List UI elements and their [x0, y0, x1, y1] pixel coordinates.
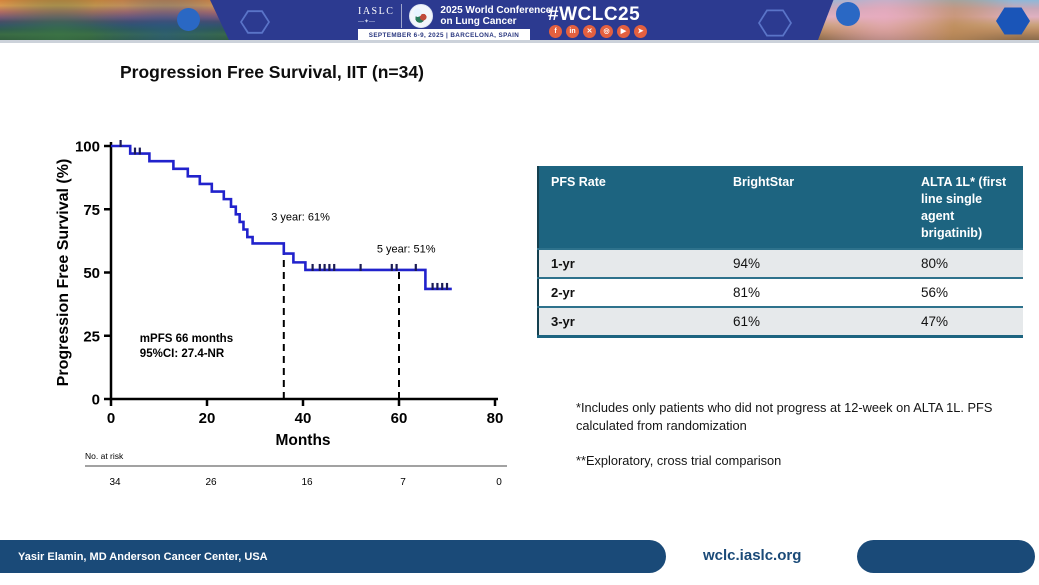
svg-text:mPFS 66 months: mPFS 66 months [140, 333, 233, 345]
brightstar-1yr-value: 94% [721, 247, 909, 278]
svg-text:34: 34 [109, 477, 121, 488]
col-header-brightstar: BrightStar [721, 166, 909, 249]
footnotes: *Includes only patients who did not prog… [576, 399, 1024, 470]
x-icon[interactable]: ✕ [583, 25, 596, 38]
svg-text:80: 80 [487, 410, 504, 427]
conference-date-location: SEPTEMBER 6-9, 2025 | BARCELONA, SPAIN [358, 29, 530, 41]
row-label-2yr: 2-yr [538, 276, 721, 307]
decor-hexagon-outline-left [240, 10, 270, 34]
svg-text:Progression Free Survival (%): Progression Free Survival (%) [55, 159, 72, 387]
page-title: Progression Free Survival, IIT (n=34) [120, 62, 424, 82]
decor-circle-left [177, 8, 200, 31]
barcelona-skyline-photo-left [0, 0, 229, 40]
svg-text:50: 50 [83, 265, 100, 282]
col-header-alta: ALTA 1L* (first line single agent brigat… [909, 166, 1023, 249]
table-row: 1-yr 94% 80% [538, 247, 1023, 278]
svg-text:5 year: 51%: 5 year: 51% [377, 243, 436, 255]
footer-credit-bar: Yasir Elamin, MD Anderson Cancer Center,… [0, 540, 666, 573]
svg-text:No. at risk: No. at risk [85, 451, 124, 461]
svg-text:26: 26 [205, 477, 217, 488]
iaslc-logo-block: IASLC —✦— 2025 World Conference on Lung … [358, 4, 551, 28]
svg-text:20: 20 [199, 410, 216, 427]
alta-2yr-value: 56% [909, 276, 1023, 307]
share-icon[interactable]: ➤ [634, 25, 647, 38]
row-label-1yr: 1-yr [538, 247, 721, 278]
svg-text:100: 100 [75, 139, 100, 156]
alta-1yr-value: 80% [909, 247, 1023, 278]
table-row: 3-yr 61% 47% [538, 305, 1023, 336]
col-header-pfs-rate: PFS Rate [538, 166, 721, 249]
footer-decor-bar [857, 540, 1035, 573]
decor-circle-right [836, 2, 860, 26]
brightstar-2yr-value: 81% [721, 276, 909, 307]
svg-text:Months: Months [275, 432, 330, 449]
svg-text:7: 7 [400, 477, 406, 488]
alta-3yr-value: 47% [909, 305, 1023, 336]
header-banner: IASLC —✦— 2025 World Conference on Lung … [0, 0, 1039, 41]
svg-text:0: 0 [107, 410, 115, 427]
iaslc-wordmark: IASLC —✦— [358, 6, 395, 26]
svg-text:16: 16 [301, 477, 313, 488]
svg-text:75: 75 [83, 202, 100, 219]
hashtag-wclc25: #WCLC25 [548, 4, 641, 25]
row-label-3yr: 3-yr [538, 305, 721, 336]
presenter-credit: Yasir Elamin, MD Anderson Cancer Center,… [18, 550, 268, 563]
linkedin-icon[interactable]: in [566, 25, 579, 38]
youtube-icon[interactable]: ▶ [617, 25, 630, 38]
pfs-comparison-table: PFS Rate BrightStar ALTA 1L* (first line… [537, 166, 1023, 338]
facebook-icon[interactable]: f [549, 25, 562, 38]
svg-text:25: 25 [83, 328, 100, 345]
wclc-globe-icon [409, 4, 434, 28]
footnote-2: **Exploratory, cross trial comparison [576, 453, 782, 469]
table-header-row: PFS Rate BrightStar ALTA 1L* (first line… [538, 166, 1023, 249]
instagram-icon[interactable]: ◎ [600, 25, 613, 38]
conference-name: 2025 World Conference on Lung Cancer [440, 4, 552, 28]
logo-divider [401, 4, 403, 28]
decor-hexagon-outline-right [758, 9, 792, 37]
svg-text:0: 0 [92, 392, 100, 409]
svg-text:0: 0 [496, 477, 502, 488]
social-icons: f in ✕ ◎ ▶ ➤ [549, 25, 647, 38]
km-chart: 0 25 50 75 100 0 20 40 60 80 Months Progression Fre… [50, 132, 520, 500]
wclc-website-link[interactable]: wclc.iaslc.org [703, 547, 802, 564]
banner-bottom-strip [0, 40, 1039, 43]
svg-text:3 year: 61%: 3 year: 61% [271, 212, 330, 224]
brightstar-3yr-value: 61% [721, 305, 909, 336]
svg-text:95%CI: 27.4-NR: 95%CI: 27.4-NR [140, 348, 225, 360]
svg-text:60: 60 [391, 410, 408, 427]
table-row: 2-yr 81% 56% [538, 276, 1023, 307]
km-survival-plot: 0 25 50 75 100 0 20 40 60 80 Months Progression Fre… [55, 139, 507, 488]
svg-text:40: 40 [295, 410, 312, 427]
footnote-1: *Includes only patients who did not prog… [576, 400, 993, 433]
iaslc-emblem-icon: —✦— [358, 19, 376, 25]
